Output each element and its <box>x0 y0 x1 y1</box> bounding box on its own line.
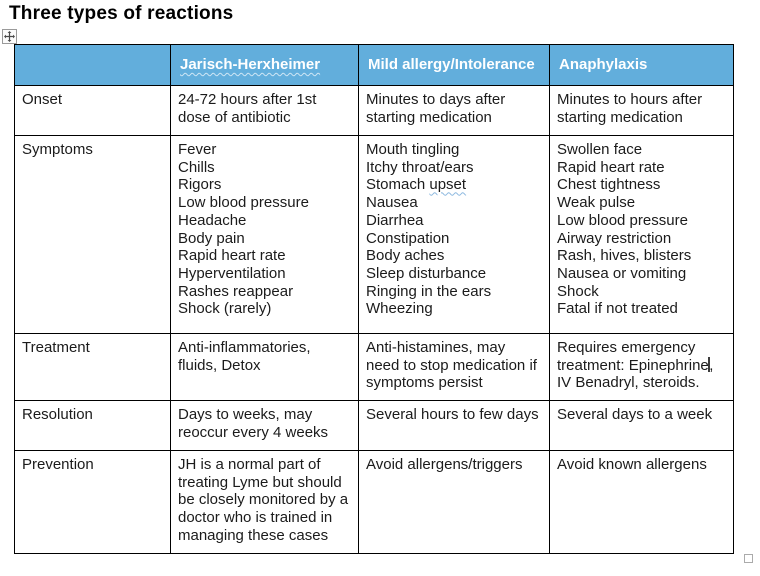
cell-onset-label[interactable]: Onset <box>14 85 171 136</box>
header-mild-allergy[interactable]: Mild allergy/Intolerance <box>358 44 550 86</box>
header-empty-cell[interactable] <box>14 44 171 86</box>
header-row: Jarisch-Herxheimer Mild allergy/Intolera… <box>14 44 734 86</box>
cell-treatment-mild[interactable]: Anti-histamines, may need to stop medica… <box>358 333 550 401</box>
symptoms-mild-text-cont: Nausea Diarrhea Constipation Body aches … <box>366 194 492 318</box>
reactions-table: Jarisch-Herxheimer Mild allergy/Intolera… <box>14 44 734 554</box>
table-move-handle[interactable] <box>2 29 17 44</box>
cell-resolution-jarisch[interactable]: Days to weeks, may reoccur every 4 weeks <box>170 400 359 451</box>
cell-onset-anaphylaxis[interactable]: Minutes to hours after starting medicati… <box>549 85 734 136</box>
treatment-ana-text: Requires emergency treatment: Epinephrin… <box>557 339 709 374</box>
row-treatment: Treatment Anti-inflammatories, fluids, D… <box>14 333 734 401</box>
row-onset: Onset 24-72 hours after 1st dose of anti… <box>14 85 734 136</box>
cell-prevention-anaphylaxis[interactable]: Avoid known allergens <box>549 450 734 554</box>
treatment-ana-text-cont: , IV Benadryl, steroids. <box>557 356 714 392</box>
row-prevention: Prevention JH is a normal part of treati… <box>14 450 734 554</box>
page-title[interactable]: Three types of reactions <box>9 3 234 24</box>
cell-symptoms-mild[interactable]: Mouth tingling Itchy throat/ears Stomach… <box>358 135 550 334</box>
cell-symptoms-jarisch[interactable]: Fever Chills Rigors Low blood pressure H… <box>170 135 359 334</box>
symptoms-mild-text: Mouth tingling Itchy throat/ears Stomach <box>366 141 474 194</box>
cell-onset-jarisch[interactable]: 24-72 hours after 1st dose of antibiotic <box>170 85 359 136</box>
cell-treatment-jarisch[interactable]: Anti-inflammatories, fluids, Detox <box>170 333 359 401</box>
cell-treatment-anaphylaxis[interactable]: Requires emergency treatment: Epinephrin… <box>549 333 734 401</box>
cell-resolution-mild[interactable]: Several hours to few days <box>358 400 550 451</box>
cell-prevention-mild[interactable]: Avoid allergens/triggers <box>358 450 550 554</box>
header-anaphylaxis[interactable]: Anaphylaxis <box>549 44 734 86</box>
header-jarisch-herxheimer[interactable]: Jarisch-Herxheimer <box>170 44 359 86</box>
cell-symptoms-anaphylaxis[interactable]: Swollen face Rapid heart rate Chest tigh… <box>549 135 734 334</box>
row-symptoms: Symptoms Fever Chills Rigors Low blood p… <box>14 135 734 334</box>
header-jh-label: Jarisch-Herxheimer <box>180 56 321 74</box>
text-cursor <box>708 356 710 372</box>
cell-resolution-anaphylaxis[interactable]: Several days to a week <box>549 400 734 451</box>
cell-prevention-label[interactable]: Prevention <box>14 450 171 554</box>
cell-resolution-label[interactable]: Resolution <box>14 400 171 451</box>
cell-treatment-label[interactable]: Treatment <box>14 333 171 401</box>
grammar-flagged-word: upset <box>429 176 467 194</box>
row-resolution: Resolution Days to weeks, may reoccur ev… <box>14 400 734 451</box>
cell-symptoms-label[interactable]: Symptoms <box>14 135 171 334</box>
cell-prevention-jarisch[interactable]: JH is a normal part of treating Lyme but… <box>170 450 359 554</box>
move-cross-icon <box>4 31 15 42</box>
table-resize-handle[interactable] <box>744 554 753 563</box>
cell-onset-mild[interactable]: Minutes to days after starting medicatio… <box>358 85 550 136</box>
